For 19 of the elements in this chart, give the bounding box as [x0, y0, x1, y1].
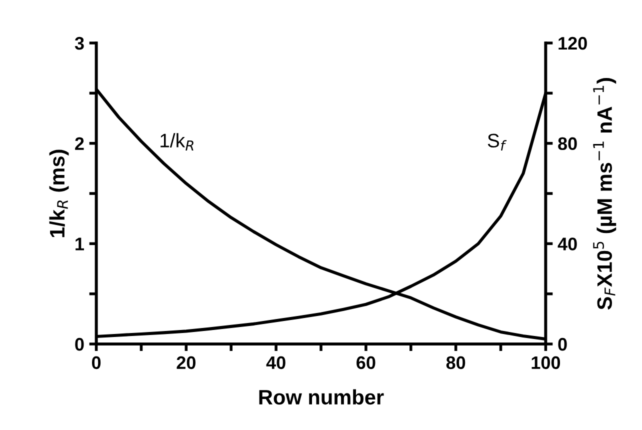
y2-tick-label: 120 — [558, 36, 587, 50]
x-tick-label: 80 — [446, 356, 466, 370]
y-tick-label: 1 — [76, 238, 84, 250]
annotation: 1/k$_{R}$ — [160, 133, 194, 150]
text: S$_{F}$X10$^{5}$ (µM ms$^{−1}$ nA$^{−1}$) — [593, 78, 616, 310]
y2-tick-label: 80 — [558, 137, 577, 150]
y2-tick-label: 0 — [558, 338, 567, 351]
x-tick-label: 40 — [266, 356, 286, 370]
x-tick-label: 20 — [176, 356, 196, 370]
y2-tick-label: 40 — [558, 238, 577, 250]
annotation: S$_{f}$ — [488, 134, 507, 151]
x-tick-label: 60 — [356, 356, 376, 370]
x-axis-title: Row number — [259, 389, 384, 405]
x-tick-label: 100 — [532, 356, 560, 370]
x-tick-label: 0 — [92, 356, 101, 370]
y-axis-title: 1/k$_{R}$ (ms) — [49, 150, 69, 238]
y-tick-label: 0 — [75, 338, 84, 351]
y-tick-label: 3 — [74, 36, 84, 50]
y-tick-label: 2 — [75, 137, 84, 150]
